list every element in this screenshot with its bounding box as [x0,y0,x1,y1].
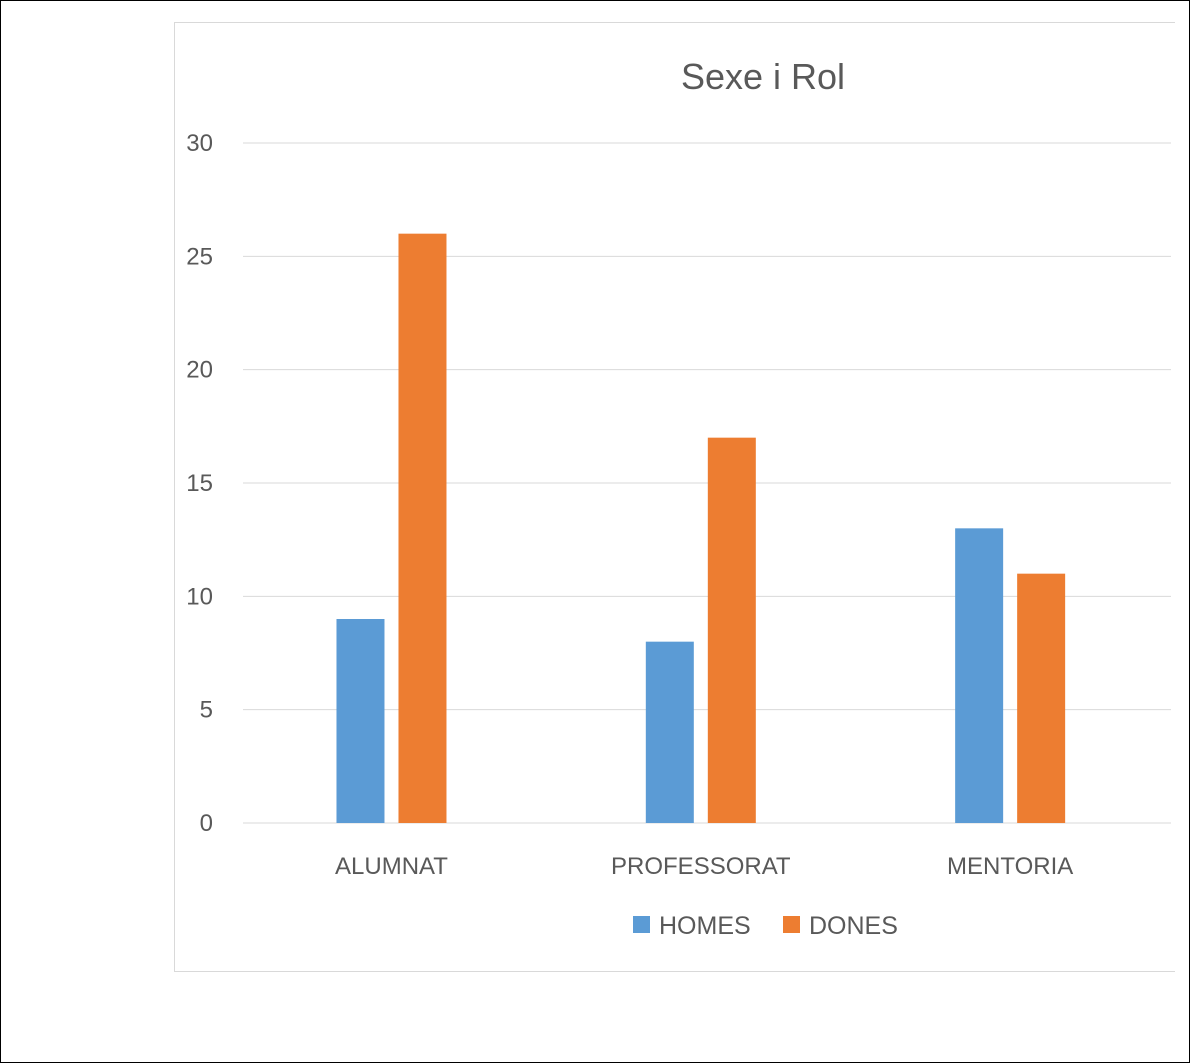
bar-homes-alumnat [336,619,385,823]
y-tick-label: 5 [200,697,213,724]
legend-swatch-homes [633,916,650,933]
chart-title: Sexe i Rol [681,56,845,97]
legend: HOMES DONES [633,912,898,940]
bar-dones-mentoria [1017,573,1066,823]
gridlines [243,142,1171,824]
y-tick-label: 0 [200,810,213,837]
x-category-label: ALUMNAT [335,853,448,880]
y-axis-ticks: 0 5 10 15 20 25 30 [186,130,213,837]
y-tick-label: 20 [186,357,213,384]
bar-dones-professorat [707,437,756,823]
legend-swatch-dones [783,916,800,933]
y-tick-label: 25 [186,243,213,270]
bar-homes-professorat [645,641,694,823]
bar-chart: Sexe i Rol 0 5 10 15 20 25 30 ALUMNAT PROFESSOR… [186,56,1171,940]
bar-dones-alumnat [398,233,447,823]
bars [336,233,1066,823]
bar-homes-mentoria [955,528,1004,823]
x-category-label: PROFESSORAT [611,853,791,880]
chart-area: Sexe i Rol 0 5 10 15 20 25 30 ALUMNAT PROFESSOR… [174,22,1175,972]
legend-label-dones: DONES [809,912,898,940]
x-axis-labels: ALUMNAT PROFESSORAT MENTORIA [335,853,1073,880]
legend-label-homes: HOMES [659,912,751,940]
y-tick-label: 15 [186,470,213,497]
y-tick-label: 30 [186,130,213,157]
y-tick-label: 10 [186,583,213,610]
x-category-label: MENTORIA [947,853,1073,880]
